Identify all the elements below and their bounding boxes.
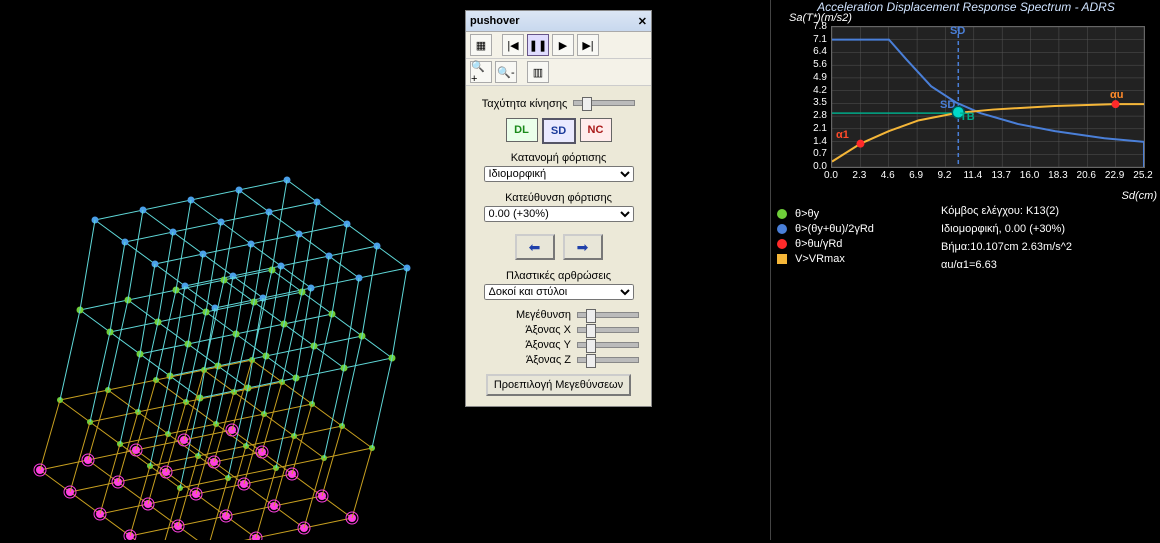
xtick: 13.7 [988,170,1014,181]
state-sd-button[interactable]: SD [542,118,576,144]
legend-text: θ>θu/γRd [795,238,842,250]
adrs-chart: Sa(T*)(m/s2) SD SD TB αu α1 0.00.71.42.1… [771,12,1160,187]
legend-text: θ>(θy+θu)/2γRd [795,223,874,235]
axis-z-label: Άξονας Z [501,354,571,366]
legend: θ>θy θ>(θy+θu)/2γRd θ>θu/γRd V>VRmax [777,205,874,268]
ytick: 0.7 [807,148,827,159]
ytick: 2.1 [807,123,827,134]
annot-sd-top: SD [950,25,965,37]
plastic-hinges-select[interactable]: Δοκοί και στύλοι [484,284,634,300]
xtick: 9.2 [931,170,957,181]
skip-start-icon[interactable]: |◀ [502,34,524,56]
xtick: 6.9 [903,170,929,181]
state-nc-button[interactable]: NC [580,118,612,142]
play-icon[interactable]: ▶ [552,34,574,56]
zoom-out-icon[interactable]: 🔍- [495,61,517,83]
pause-icon[interactable]: ❚❚ [527,34,549,56]
adrs-plot[interactable]: SD SD TB αu α1 [831,26,1145,168]
ytick: 3.5 [807,97,827,108]
frame-grid-icon[interactable]: ▦ [470,34,492,56]
legend-item: V>VRmax [777,253,874,265]
ytick: 4.2 [807,85,827,96]
xtick: 18.3 [1045,170,1071,181]
xtick: 11.4 [960,170,986,181]
mag-slider[interactable] [577,312,639,318]
ytick: 1.4 [807,136,827,147]
legend-text: V>VRmax [795,253,845,265]
ytick: 2.8 [807,110,827,121]
xtick: 22.9 [1102,170,1128,181]
legend-item: θ>θu/γRd [777,238,874,250]
load-dir-select[interactable]: 0.00 (+30%) [484,206,634,222]
axis-y-label: Άξονας Y [501,339,571,351]
xtick: 2.3 [846,170,872,181]
prev-button[interactable]: ⬅ [515,234,555,260]
speed-label: Ταχύτητα κίνησης [482,98,568,110]
load-dist-select[interactable]: Ιδιομορφική [484,166,634,182]
ytick: 7.1 [807,34,827,45]
analysis-info: Κόμβος ελέγχου: K13(2) Ιδιομορφική, 0.00… [941,202,1072,274]
xtick: 16.0 [1017,170,1043,181]
ytick: 7.8 [807,21,827,32]
info-step: Βήμα:10.107cm 2.63m/s^2 [941,238,1072,256]
load-dir-label: Κατεύθυνση φόρτισης [474,192,643,204]
close-icon[interactable]: ✕ [638,15,647,28]
state-dl-button[interactable]: DL [506,118,538,142]
axis-y-slider[interactable] [577,342,639,348]
annot-tb: TB [960,111,975,123]
preset-mag-button[interactable]: Προεπιλογή Μεγεθύνσεων [486,374,631,396]
legend-item: θ>θy [777,208,874,220]
info-node: Κόμβος ελέγχου: K13(2) [941,202,1072,220]
mag-label: Μεγέθυνση [501,309,571,321]
grid-icon[interactable]: ▥ [527,61,549,83]
axis-z-slider[interactable] [577,357,639,363]
view-toolbar: 🔍+ 🔍- ▥ [466,59,651,86]
legend-marker [777,209,787,219]
info-ratio: αu/α1=6.63 [941,256,1072,274]
axis-x-label: Άξονας X [501,324,571,336]
ytick: 4.9 [807,72,827,83]
structural-model-3d[interactable] [0,0,460,540]
legend-marker [777,239,787,249]
legend-marker [777,224,787,234]
annot-a1: α1 [836,129,849,141]
playback-toolbar: ▦ |◀ ❚❚ ▶ ▶| [466,32,651,59]
pushover-dialog: pushover ✕ ▦ |◀ ❚❚ ▶ ▶| 🔍+ 🔍- ▥ Ταχύτητα… [465,10,652,407]
dialog-titlebar[interactable]: pushover ✕ [466,11,651,32]
info-mode: Ιδιομορφική, 0.00 (+30%) [941,220,1072,238]
ytick: 5.6 [807,59,827,70]
legend-marker [777,254,787,264]
axis-x-slider[interactable] [577,327,639,333]
annot-sd-mid: SD [940,99,955,111]
legend-text: θ>θy [795,208,819,220]
xtick: 0.0 [818,170,844,181]
xtick: 20.6 [1073,170,1099,181]
load-dist-label: Κατανομή φόρτισης [474,152,643,164]
ytick: 6.4 [807,46,827,57]
skip-end-icon[interactable]: ▶| [577,34,599,56]
speed-slider[interactable] [573,100,635,106]
zoom-in-icon[interactable]: 🔍+ [470,61,492,83]
dialog-title-text: pushover [470,15,520,27]
plastic-hinges-label: Πλαστικές αρθρώσεις [474,270,643,282]
legend-item: θ>(θy+θu)/2γRd [777,223,874,235]
xtick: 4.6 [875,170,901,181]
next-button[interactable]: ➡ [563,234,603,260]
xtick: 25.2 [1130,170,1156,181]
x-axis-label: Sd(cm) [1122,190,1157,202]
annot-au: αu [1110,89,1123,101]
